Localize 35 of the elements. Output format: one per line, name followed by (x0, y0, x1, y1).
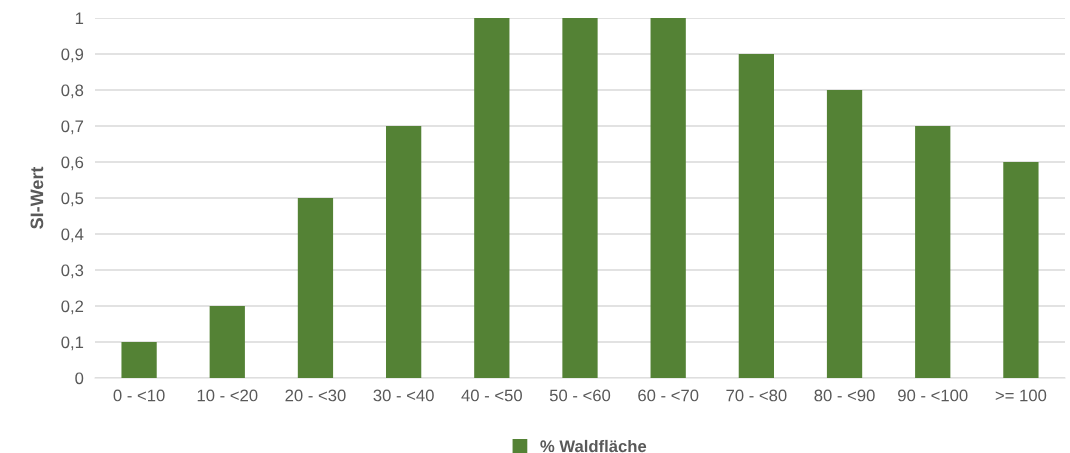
x-tick-label: 70 - <80 (726, 389, 787, 402)
bar (386, 126, 422, 378)
y-tick-label: 0,3 (61, 264, 84, 279)
y-tick-label: 0,4 (61, 228, 84, 243)
bar (297, 198, 334, 378)
y-tick-label: 0,5 (61, 192, 84, 207)
bar (474, 18, 510, 378)
bar (650, 18, 686, 378)
y-axis-title: SI-Wert (30, 166, 44, 229)
y-tick-label: 0,1 (61, 336, 84, 351)
legend-label: % Waldfläche (540, 439, 647, 453)
x-tick-label: >= 100 (995, 389, 1047, 402)
x-tick-label: 50 - <60 (549, 389, 611, 402)
y-tick-label: 1 (75, 12, 84, 25)
bar (826, 90, 863, 378)
y-tick-label: 0,2 (61, 300, 84, 315)
y-tick-label: 0 (75, 372, 84, 385)
bar (209, 306, 245, 378)
x-tick-label: 80 - <90 (814, 389, 875, 402)
x-tick-label: 30 - <40 (373, 389, 434, 402)
y-tick-label: 0,8 (61, 84, 84, 99)
bar (121, 342, 157, 378)
y-tick-label: 0,7 (61, 120, 84, 135)
bar (562, 18, 598, 378)
x-tick-label: 60 - <70 (638, 389, 699, 402)
x-tick-label: 90 - <100 (898, 389, 968, 402)
bar (738, 54, 774, 378)
y-tick-label: 0,9 (61, 48, 84, 63)
y-tick-label: 0,6 (61, 156, 84, 171)
bar (915, 126, 951, 378)
x-tick-label: 40 - <50 (461, 389, 522, 402)
x-tick-label: 0 - <10 (113, 389, 165, 402)
x-tick-label: 10 - <20 (197, 389, 258, 402)
bar (1003, 162, 1039, 378)
x-tick-label: 20 - <30 (285, 389, 346, 402)
